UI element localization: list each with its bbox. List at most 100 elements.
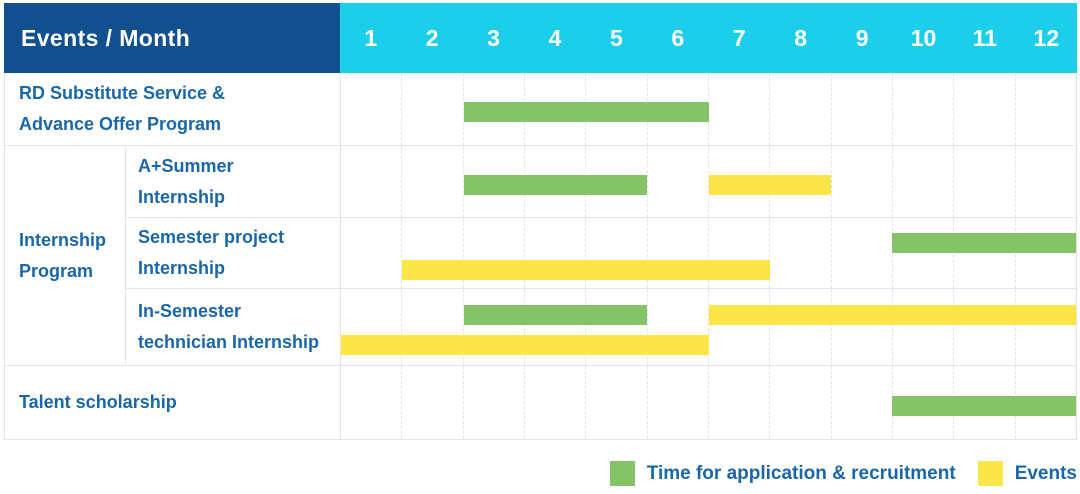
month-gridline xyxy=(832,366,893,439)
month-gridline xyxy=(525,218,587,288)
row-label-line: Internship xyxy=(138,186,226,207)
month-gridline xyxy=(402,289,464,365)
month-header-5: 5 xyxy=(610,24,623,51)
month-gridline xyxy=(586,289,648,365)
legend-item-events: Events xyxy=(977,461,1077,486)
row-label-line: Semester project xyxy=(138,227,285,248)
month-gridline xyxy=(770,218,832,288)
row-label-line: Internship xyxy=(138,258,226,278)
month-gridline xyxy=(954,146,1016,217)
month-header-11: 11 xyxy=(972,24,998,51)
month-gridline xyxy=(464,289,525,365)
month-gridline xyxy=(954,73,1016,145)
row-label-line: Talent scholarship xyxy=(19,392,177,413)
month-gridline xyxy=(341,218,403,288)
month-gridline xyxy=(341,73,403,145)
month-gridline xyxy=(586,366,648,439)
row-label-a-plus-summer-internship: A+Summer Internship xyxy=(125,146,340,218)
month-gridline xyxy=(464,218,525,288)
month-gridline xyxy=(832,73,893,145)
row-label-in-semester-technician-internship: In-Semester technician Internship xyxy=(125,289,340,366)
row-label-line: Advance Offer Program xyxy=(19,114,222,134)
month-gridline xyxy=(770,146,832,217)
month-header-9: 9 xyxy=(855,24,869,51)
application-bar xyxy=(463,102,709,122)
month-gridline xyxy=(954,218,1016,288)
month-gridline xyxy=(893,73,955,145)
month-header-7: 7 xyxy=(732,24,746,51)
row-label-line: technician Internship xyxy=(138,332,320,352)
gantt-table: Events / Month 1 2 3 4 5 6 7 8 9 10 11 12 RD Substi… xyxy=(4,3,1077,440)
month-gridline xyxy=(893,218,955,288)
month-gridline xyxy=(709,218,771,288)
application-bar xyxy=(892,395,1076,416)
month-gridline xyxy=(832,289,893,365)
row-label-talent-scholarship: Talent scholarship xyxy=(4,366,340,440)
chart-row-in-semester-technician-internship xyxy=(340,289,1077,366)
event-bar xyxy=(341,334,709,355)
month-gridline xyxy=(648,218,709,288)
application-color-swatch xyxy=(609,461,635,486)
legend-label-events: Events xyxy=(1014,462,1077,484)
month-gridline xyxy=(770,73,832,145)
month-gridlines xyxy=(341,73,1076,145)
month-gridlines xyxy=(341,289,1076,365)
month-gridline xyxy=(1016,146,1076,217)
application-bar xyxy=(463,304,648,325)
month-gridline xyxy=(402,366,464,439)
month-gridline xyxy=(709,73,771,145)
month-header-12: 12 xyxy=(1033,24,1060,51)
month-header-2: 2 xyxy=(425,24,439,51)
month-gridline xyxy=(648,146,709,217)
legend-label-application: Time for application & recruitment xyxy=(646,462,956,484)
events-month-header-cell: Events / Month xyxy=(4,3,340,73)
month-gridline xyxy=(709,289,771,365)
chart-row-talent-scholarship xyxy=(340,366,1077,440)
row-label-line: In-Semester xyxy=(138,301,242,322)
month-gridline xyxy=(341,289,403,365)
month-gridline xyxy=(648,289,709,365)
month-gridline xyxy=(648,366,709,439)
chart-row-a-plus-summer-internship xyxy=(340,146,1077,218)
event-bar xyxy=(402,260,770,280)
month-gridline xyxy=(402,146,464,217)
month-gridline xyxy=(832,218,893,288)
application-bar xyxy=(463,174,648,195)
legend-item-application: Time for application & recruitment xyxy=(609,461,956,486)
month-gridline xyxy=(770,366,832,439)
month-gridline xyxy=(525,289,587,365)
month-gridline xyxy=(1016,218,1076,288)
month-gridline xyxy=(464,366,525,439)
month-gridline xyxy=(1016,73,1076,145)
month-gridline xyxy=(525,366,587,439)
month-gridline xyxy=(402,73,464,145)
month-header-10: 10 xyxy=(910,24,937,51)
application-bar xyxy=(892,232,1076,253)
row-label-line: RD Substitute Service & xyxy=(19,83,226,104)
month-gridline xyxy=(709,366,771,439)
row-label-rd-substitute-service: RD Substitute Service & Advance Offer Pro… xyxy=(4,73,340,146)
month-header-8: 8 xyxy=(794,24,808,51)
group-label-line: Program xyxy=(19,260,94,281)
group-label-line: Internship xyxy=(19,229,107,250)
month-header-4: 4 xyxy=(548,24,562,51)
month-gridline xyxy=(893,289,955,365)
group-label-internship-program: Internship Program xyxy=(4,146,125,366)
month-gridline xyxy=(341,366,403,439)
row-label-semester-project-internship: Semester project Internship xyxy=(125,218,340,289)
month-gridline xyxy=(893,146,955,217)
month-gridline xyxy=(832,146,893,217)
month-gridline xyxy=(341,146,403,217)
month-gridlines xyxy=(341,218,1076,288)
row-label-line: A+Summer xyxy=(138,155,234,176)
legend: Time for application & recruitment Event… xyxy=(0,461,1077,486)
event-bar xyxy=(708,304,1076,325)
month-gridline xyxy=(1016,289,1076,365)
month-header-1: 1 xyxy=(364,24,378,51)
month-gridline xyxy=(402,218,464,288)
month-gridline xyxy=(770,289,832,365)
events-color-swatch xyxy=(977,461,1003,486)
month-gridline xyxy=(954,289,1016,365)
chart-row-rd-substitute-service xyxy=(340,73,1077,146)
